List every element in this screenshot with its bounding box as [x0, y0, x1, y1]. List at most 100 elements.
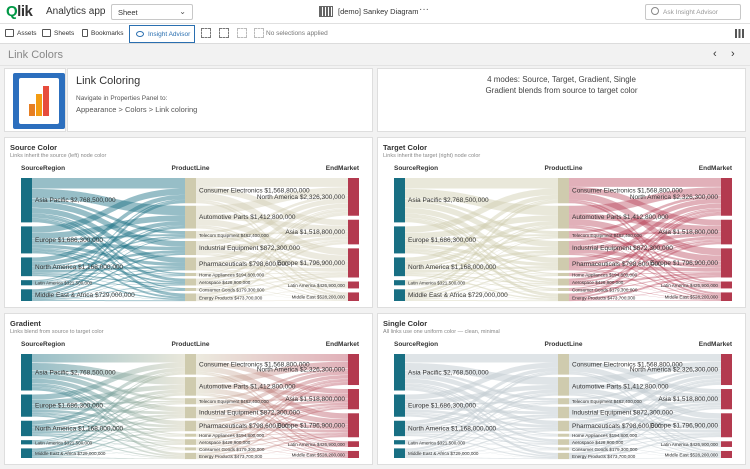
sankey-link[interactable]: [32, 387, 185, 456]
sankey-link[interactable]: [405, 194, 558, 262]
sankey-link[interactable]: [569, 284, 721, 288]
sankey-link[interactable]: [32, 371, 185, 401]
sankey-link[interactable]: [196, 275, 348, 288]
sankey-chart[interactable]: SourceRegion ProductLine EndMarket Asia Pac…: [5, 160, 374, 307]
product-node[interactable]: [185, 293, 196, 302]
sankey-link[interactable]: [196, 435, 348, 459]
product-node[interactable]: [558, 272, 569, 277]
sankey-link[interactable]: [569, 379, 721, 442]
sankey-link[interactable]: [569, 284, 721, 301]
market-node[interactable]: [721, 219, 732, 245]
qlik-logo[interactable]: Qlik: [6, 3, 33, 20]
source-node[interactable]: [21, 440, 32, 445]
sankey-link[interactable]: [569, 290, 721, 301]
sankey-link[interactable]: [569, 430, 721, 457]
product-node[interactable]: [558, 257, 569, 271]
sankey-link[interactable]: [405, 248, 558, 284]
sankey-link[interactable]: [32, 188, 185, 233]
sankey-link[interactable]: [32, 234, 185, 241]
product-node[interactable]: [558, 377, 569, 396]
sankey-panel-single-color[interactable]: Single Color All links use one uniform c…: [377, 313, 746, 465]
sankey-link[interactable]: [32, 219, 185, 297]
sankey-link[interactable]: [569, 382, 721, 456]
sankey-link[interactable]: [405, 436, 558, 444]
product-node[interactable]: [185, 278, 196, 286]
sankey-link[interactable]: [32, 412, 185, 443]
sankey-link[interactable]: [569, 237, 721, 298]
source-node[interactable]: [21, 394, 32, 417]
sankey-link[interactable]: [405, 389, 558, 428]
product-node[interactable]: [558, 240, 569, 256]
sankey-link[interactable]: [405, 284, 558, 300]
sankey-link[interactable]: [405, 219, 558, 297]
sankey-link[interactable]: [196, 405, 348, 443]
sankey-link[interactable]: [569, 370, 721, 411]
sankey-link[interactable]: [196, 368, 348, 401]
sankey-link[interactable]: [32, 378, 185, 426]
sankey-link[interactable]: [32, 198, 185, 235]
sankey-link[interactable]: [32, 290, 185, 301]
sankey-link[interactable]: [405, 274, 558, 291]
sankey-link[interactable]: [405, 427, 558, 433]
sankey-link[interactable]: [196, 271, 348, 276]
sankey-link[interactable]: [196, 444, 348, 458]
sankey-link[interactable]: [32, 384, 185, 442]
sankey-link[interactable]: [196, 361, 348, 384]
sankey-link[interactable]: [32, 272, 185, 285]
sankey-link[interactable]: [32, 354, 185, 363]
sankey-link[interactable]: [569, 231, 721, 236]
sankey-link[interactable]: [405, 178, 558, 189]
sankey-link[interactable]: [32, 434, 185, 450]
sankey-link[interactable]: [32, 244, 185, 267]
sankey-link[interactable]: [569, 287, 721, 291]
step-back-icon[interactable]: [237, 28, 247, 38]
product-node[interactable]: [558, 398, 569, 405]
sankey-link[interactable]: [196, 407, 348, 457]
product-node[interactable]: [558, 231, 569, 239]
sankey-link[interactable]: [196, 287, 348, 291]
sankey-link[interactable]: [405, 244, 558, 267]
sankey-link[interactable]: [569, 446, 721, 451]
market-node[interactable]: [348, 219, 359, 245]
sankey-link[interactable]: [405, 436, 558, 457]
sankey-link[interactable]: [196, 268, 348, 288]
sankey-link[interactable]: [32, 450, 185, 458]
product-node[interactable]: [185, 406, 196, 419]
sankey-link[interactable]: [405, 188, 558, 233]
market-node[interactable]: [721, 450, 732, 458]
sankey-link[interactable]: [32, 248, 185, 284]
sankey-link[interactable]: [32, 213, 185, 275]
sankey-link[interactable]: [405, 392, 558, 443]
sankey-link[interactable]: [569, 199, 721, 284]
sankey-link[interactable]: [32, 188, 185, 216]
market-node[interactable]: [348, 292, 359, 301]
sankey-link[interactable]: [405, 403, 558, 454]
product-node[interactable]: [558, 447, 569, 451]
sankey-link[interactable]: [405, 237, 558, 296]
sankey-link[interactable]: [569, 287, 721, 301]
source-node[interactable]: [394, 420, 405, 437]
sankey-link[interactable]: [196, 208, 348, 275]
sankey-link[interactable]: [569, 241, 721, 290]
market-node[interactable]: [348, 441, 359, 447]
sankey-link[interactable]: [32, 429, 185, 444]
market-node[interactable]: [721, 178, 732, 216]
sankey-link[interactable]: [405, 272, 558, 285]
product-node[interactable]: [185, 231, 196, 239]
sankey-link[interactable]: [405, 444, 558, 459]
sankey-link[interactable]: [569, 212, 721, 297]
previous-sheet-button[interactable]: ‹: [713, 48, 717, 60]
sankey-link[interactable]: [405, 443, 558, 445]
sankey-link[interactable]: [569, 213, 721, 232]
sankey-link[interactable]: [32, 416, 185, 455]
sankey-link[interactable]: [405, 200, 558, 293]
market-node[interactable]: [348, 413, 359, 438]
source-node[interactable]: [394, 448, 405, 458]
sankey-link[interactable]: [569, 361, 721, 384]
sankey-link[interactable]: [405, 215, 558, 239]
sankey-link[interactable]: [196, 378, 348, 435]
sankey-link[interactable]: [405, 400, 558, 407]
sankey-link[interactable]: [405, 236, 558, 268]
sankey-link[interactable]: [405, 240, 558, 251]
sankey-link[interactable]: [196, 275, 348, 300]
